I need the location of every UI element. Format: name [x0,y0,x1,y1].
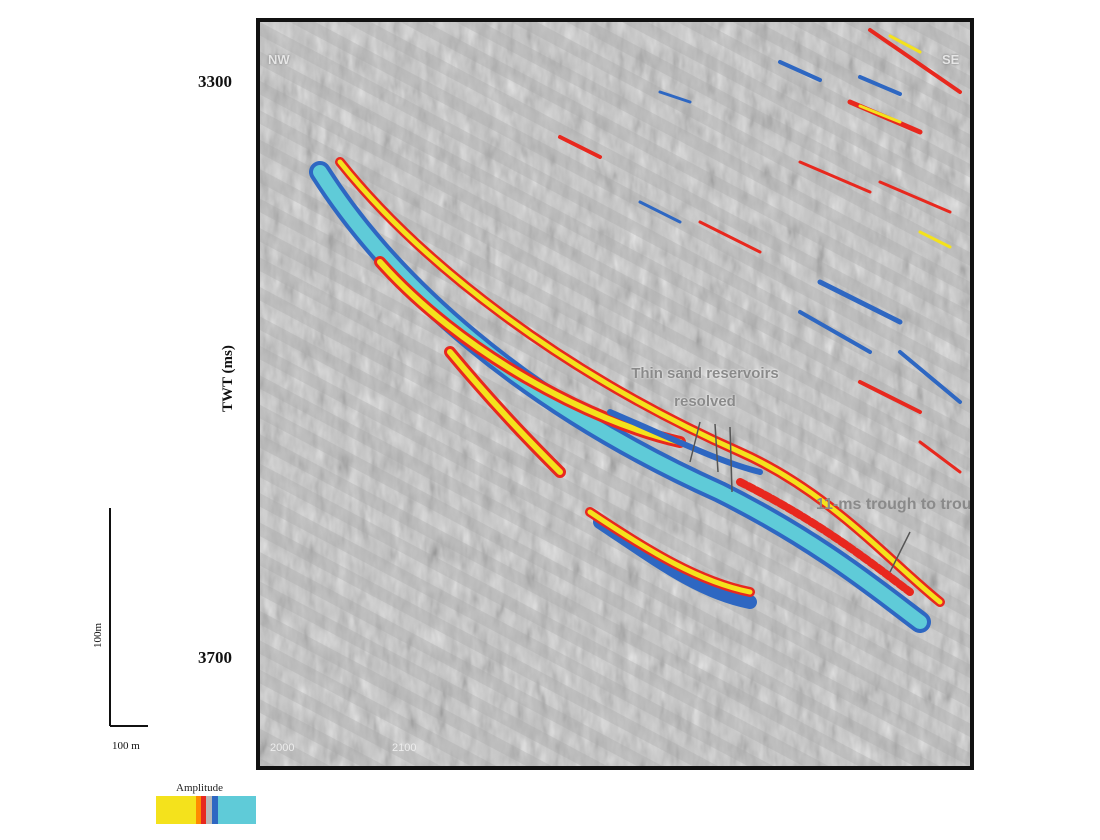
time-label-bottom: 3700 [198,648,232,667]
axis-title: TWT (ms) [220,345,236,412]
scale-label-horizontal: 100 m [112,740,140,752]
annotation-reservoirs: Thin sand reservoirs resolved [631,365,779,410]
amplitude-color-bar [156,796,256,824]
corner-label-nw: NW [268,52,290,67]
scale-label-vertical: 100m [92,622,104,648]
corner-label-se: SE [942,52,960,67]
legend-title: Amplitude [176,782,224,794]
trace-label-right: 2100 [392,742,417,754]
seismic-section: NW SE 2000 2100 Thin sand reservoirs res… [256,18,974,770]
seismic-image [260,22,970,766]
reservoir-package [309,157,945,633]
time-label-top: 3300 [198,72,232,91]
minor-reflections [558,28,962,474]
scale-bar [109,508,148,727]
trace-label-left: 2000 [270,742,295,754]
annotation-trough: 11-ms trough to trough [816,496,974,513]
annotation-arrows [689,421,911,573]
